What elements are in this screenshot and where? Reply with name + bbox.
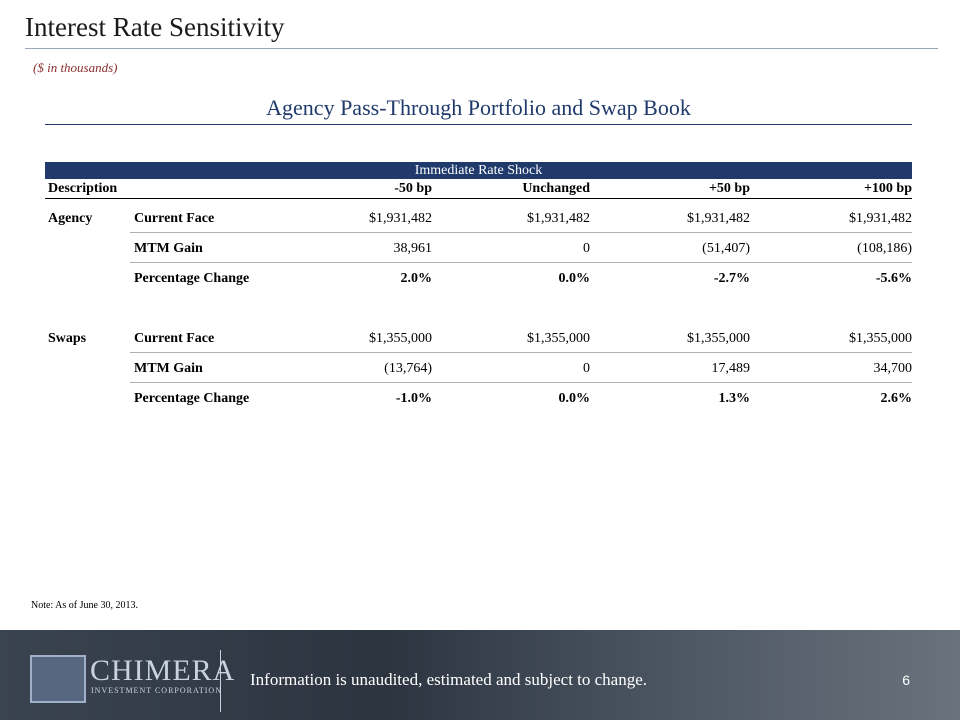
row-label: Current Face: [134, 331, 215, 346]
cell: 1.3%: [718, 391, 751, 406]
row-label: MTM Gain: [134, 361, 203, 376]
cell: $1,931,482: [849, 211, 912, 226]
note: Note: As of June 30, 2013.: [31, 600, 138, 611]
cell: -2.7%: [713, 271, 750, 286]
cell: 34,700: [873, 361, 913, 376]
cell: (108,186): [857, 241, 912, 256]
cell: 2.0%: [400, 271, 433, 286]
slide-title: Interest Rate Sensitivity: [25, 12, 285, 42]
cell: 0: [583, 241, 590, 256]
cell: 2.6%: [880, 391, 913, 406]
page-number: 6: [902, 672, 910, 688]
cell: 0.0%: [558, 391, 591, 406]
row-label: Percentage Change: [134, 391, 250, 406]
row-label: Current Face: [134, 211, 215, 226]
table-title-rule: [45, 124, 912, 125]
cell: 0: [583, 361, 590, 376]
section-label: Agency: [48, 211, 93, 226]
footer: CHIMERA INVESTMENT CORPORATION Informati…: [0, 630, 960, 720]
company-sub: INVESTMENT CORPORATION: [91, 686, 222, 695]
cell: 17,489: [711, 361, 751, 376]
cell: $1,355,000: [849, 331, 912, 346]
subtitle: ($ in thousands): [33, 60, 118, 75]
cell: -1.0%: [395, 391, 432, 406]
cell: $1,355,000: [369, 331, 432, 346]
column-header: Description: [48, 181, 118, 196]
row-rule: [130, 262, 912, 263]
divider: [220, 650, 221, 712]
row-rule: [130, 232, 912, 233]
row-label: MTM Gain: [134, 241, 203, 256]
cell: (13,764): [384, 361, 432, 376]
cell: 0.0%: [558, 271, 591, 286]
logo-mark: [30, 655, 86, 703]
cell: $1,931,482: [369, 211, 432, 226]
table-title: Agency Pass-Through Portfolio and Swap B…: [266, 95, 691, 120]
cell: (51,407): [702, 241, 750, 256]
column-header: -50 bp: [394, 181, 432, 196]
cell: $1,355,000: [687, 331, 750, 346]
group-header: Immediate Rate Shock: [45, 162, 912, 179]
cell: $1,355,000: [527, 331, 590, 346]
cell: $1,931,482: [527, 211, 590, 226]
cell: -5.6%: [875, 271, 912, 286]
header-rule: [45, 198, 912, 199]
cell: 38,961: [393, 241, 433, 256]
title-rule: [25, 48, 938, 49]
column-header: +50 bp: [708, 181, 750, 196]
row-rule: [130, 352, 912, 353]
column-header: +100 bp: [863, 181, 912, 196]
row-label: Percentage Change: [134, 271, 250, 286]
company-name: CHIMERA: [90, 654, 236, 687]
disclaimer: Information is unaudited, estimated and …: [250, 670, 648, 689]
section-label: Swaps: [48, 331, 87, 346]
column-header: Unchanged: [522, 181, 590, 196]
cell: $1,931,482: [687, 211, 750, 226]
row-rule: [130, 382, 912, 383]
